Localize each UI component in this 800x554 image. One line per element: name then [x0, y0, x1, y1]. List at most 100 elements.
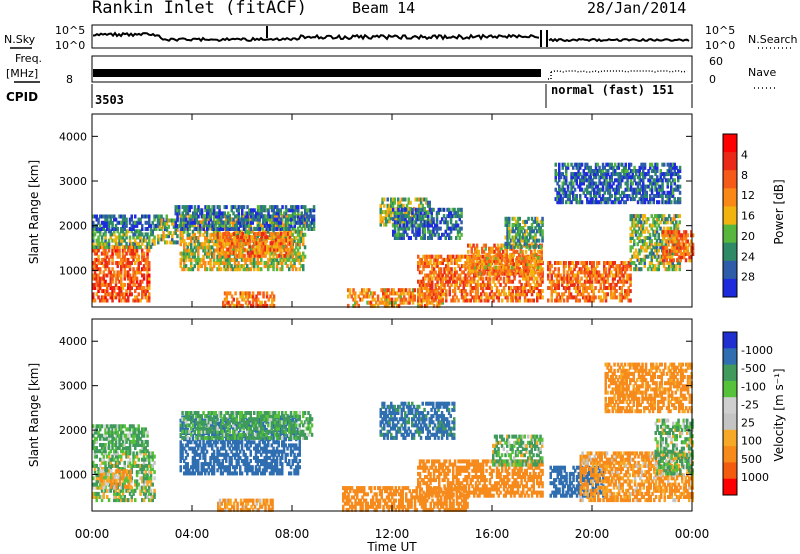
data-cell [606, 261, 609, 265]
data-cell [146, 257, 149, 262]
data-cell [99, 214, 102, 219]
data-cell [107, 244, 111, 249]
data-cell [118, 220, 121, 225]
data-cell [193, 208, 197, 213]
data-cell [611, 261, 615, 265]
data-cell [554, 273, 557, 278]
data-cell [381, 197, 384, 202]
data-cell [172, 240, 176, 245]
data-cell [148, 286, 151, 290]
data-cell [625, 276, 629, 281]
data-cell [283, 241, 286, 246]
data-cell [561, 187, 564, 192]
data-cell [673, 267, 676, 272]
data-cell [624, 267, 627, 272]
data-cell [382, 294, 385, 299]
data-cell [279, 217, 282, 222]
data-cell [471, 276, 474, 281]
data-cell [300, 257, 303, 262]
data-cell [655, 226, 659, 231]
data-cell [121, 254, 125, 259]
data-cell [466, 292, 469, 297]
data-cell [589, 181, 592, 186]
data-cell [577, 172, 580, 177]
data-cell [206, 211, 209, 216]
data-cell [300, 211, 303, 216]
data-cell [675, 220, 678, 225]
data-cell [629, 276, 632, 281]
data-cell [104, 292, 107, 297]
data-cell [492, 295, 495, 300]
data-cell [633, 223, 636, 228]
data-cell [450, 267, 453, 272]
data-cell [148, 279, 151, 284]
data-cell [102, 241, 105, 246]
data-cell [151, 241, 154, 246]
data-cell [100, 289, 104, 294]
data-cell [184, 248, 188, 253]
data-cell [575, 286, 578, 290]
data-cell [160, 221, 163, 226]
data-cell [642, 162, 645, 167]
data-cell [582, 190, 585, 195]
data-cell [662, 230, 665, 235]
data-cell [223, 220, 226, 225]
data-cell [179, 236, 182, 240]
data-cell [594, 162, 598, 167]
data-cell [633, 175, 636, 180]
data-cell [253, 235, 257, 240]
data-cell [582, 282, 585, 287]
data-cell [205, 267, 209, 272]
data-cell [554, 289, 557, 294]
data-cell [564, 289, 567, 294]
data-cell [624, 292, 627, 297]
data-cell [198, 242, 202, 247]
data-cell [255, 227, 258, 231]
data-cell [652, 254, 655, 259]
data-cell [199, 223, 202, 228]
data-cell [495, 256, 498, 261]
data-cell [146, 289, 149, 294]
data-cell [204, 214, 207, 219]
data-cell [384, 213, 388, 218]
data-cell [111, 276, 114, 281]
data-cell [594, 184, 598, 189]
data-cell [548, 279, 552, 284]
data-cell [441, 289, 444, 294]
data-cell [248, 291, 251, 296]
data-cell [446, 254, 450, 259]
data-cell [453, 279, 457, 284]
data-cell [234, 227, 237, 231]
data-cell [506, 219, 509, 224]
data-cell [439, 289, 443, 294]
data-cell [204, 236, 207, 240]
data-cell [469, 289, 472, 294]
data-cell [681, 252, 684, 256]
data-cell [569, 279, 573, 284]
data-cell [570, 200, 573, 205]
data-cell [146, 261, 149, 265]
data-cell [218, 235, 222, 240]
data-cell [288, 217, 291, 222]
data-cell [657, 217, 660, 222]
data-cell [429, 273, 432, 278]
data-cell [293, 261, 296, 265]
data-cell [111, 232, 114, 237]
data-cell [229, 250, 232, 255]
data-cell [422, 286, 425, 290]
data-cell [207, 208, 211, 213]
data-cell [613, 267, 616, 272]
data-cell [429, 289, 432, 294]
data-cell [288, 247, 292, 252]
data-cell [246, 205, 249, 210]
data-cell [383, 300, 387, 305]
data-cell [397, 203, 400, 208]
data-cell [406, 214, 409, 219]
data-cell [230, 217, 233, 222]
data-cell [652, 223, 655, 228]
data-cell [165, 218, 169, 223]
data-cell [679, 236, 682, 241]
data-cell [253, 241, 257, 246]
data-cell [114, 235, 118, 240]
data-cell [568, 200, 571, 205]
